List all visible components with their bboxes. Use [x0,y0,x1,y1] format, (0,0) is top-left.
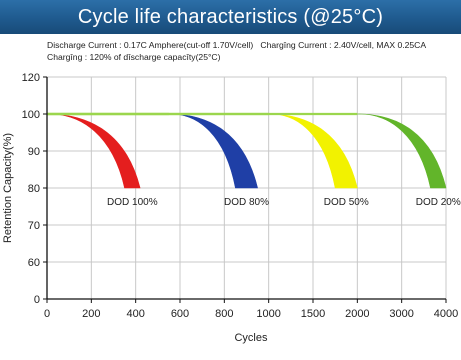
charging-current-note: Chargîng Current : 2.40V/cell, MAX 0.25C… [260,40,427,50]
series-label-4: DOD 20% [416,197,461,208]
y-axis-label: Retention Capacity(%) [2,133,14,243]
x-tick-label: 2000 [345,308,369,320]
y-tick-label: 80 [28,183,40,195]
x-tick-label: 0 [44,308,50,320]
series-band-1 [46,113,141,189]
y-tick-label: 70 [28,220,40,232]
x-tick-label: 600 [171,308,189,320]
discharge-current-note: Discharge Current : 0.17C Amphere(cut-of… [47,40,254,50]
grid [47,76,447,299]
x-tick-label: 400 [126,308,144,320]
charging-note: Chargîng : 120% of dîscharge capacîty(25… [47,52,221,62]
series-layer [46,112,447,189]
test-conditions-line-1: Discharge Current : 0.17C Amphere(cut-of… [47,40,461,50]
x-axis-label: Cycles [234,332,268,344]
series-band-2 [168,113,258,189]
tick-labels: 0 200 400 600 800 1000 1500 2000 3000 4000 0 60 70 80… [22,72,459,320]
axes [43,76,447,303]
series-labels: DOD 100% DOD 80% DOD 50% DOD 20% [107,197,461,208]
series-label-1: DOD 100% [107,197,158,208]
x-tick-label: 4000 [434,308,458,320]
x-tick-label: 3000 [389,308,413,320]
y-tick-label: 0 [34,294,40,306]
y-tick-label: 120 [22,72,40,84]
x-tick-label: 1000 [256,308,280,320]
x-tick-label: 200 [82,308,100,320]
chart-title: Cycle life characteristics (@25°C) [0,0,461,34]
series-label-2: DOD 80% [224,197,269,208]
y-tick-label: 60 [28,257,40,269]
x-tick-label: 1500 [301,308,325,320]
x-tick-label: 800 [215,308,233,320]
y-tick-label: 100 [22,109,40,121]
series-band-3 [268,113,358,189]
series-label-3: DOD 50% [324,197,369,208]
series-band-4 [357,113,447,189]
y-tick-label: 90 [28,146,40,158]
